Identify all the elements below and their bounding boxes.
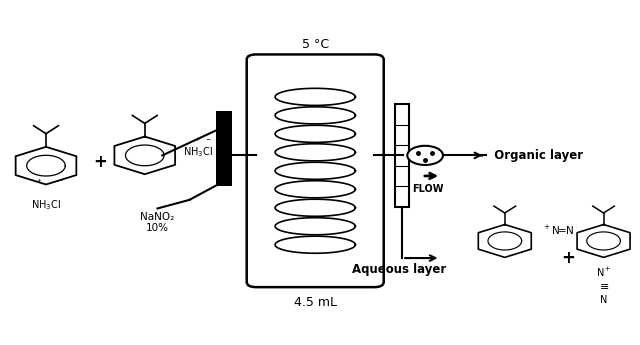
Text: Aqueous layer: Aqueous layer	[352, 263, 446, 276]
Text: $\mathregular{NH_3Cl}$: $\mathregular{NH_3Cl}$	[31, 198, 61, 212]
FancyBboxPatch shape	[246, 55, 384, 287]
Text: $\equiv$: $\equiv$	[597, 281, 610, 291]
Text: 4.5 mL: 4.5 mL	[294, 296, 337, 309]
FancyBboxPatch shape	[216, 111, 232, 186]
Text: $\mathregular{N^+}$: $\mathregular{N^+}$	[596, 266, 611, 279]
Text: $^+$N$\!\!=\!\!$N: $^+$N$\!\!=\!\!$N	[541, 224, 573, 237]
Text: Organic layer: Organic layer	[486, 149, 583, 162]
Text: 5 °C: 5 °C	[301, 38, 329, 51]
Text: +: +	[561, 249, 575, 267]
Text: $\mathregular{NH_3Cl}$: $\mathregular{NH_3Cl}$	[183, 145, 213, 158]
Text: NaNO₂
10%: NaNO₂ 10%	[140, 212, 175, 234]
Circle shape	[407, 146, 443, 165]
Text: $^-$: $^-$	[56, 177, 63, 186]
Bar	[395, 104, 409, 207]
Text: $\mathregular{N}$: $\mathregular{N}$	[600, 293, 608, 305]
Text: $^+\ ^-$: $^+\ ^-$	[193, 137, 211, 146]
Text: FLOW: FLOW	[413, 185, 444, 195]
Text: $^+$: $^+$	[35, 177, 43, 186]
Text: +: +	[93, 153, 107, 171]
